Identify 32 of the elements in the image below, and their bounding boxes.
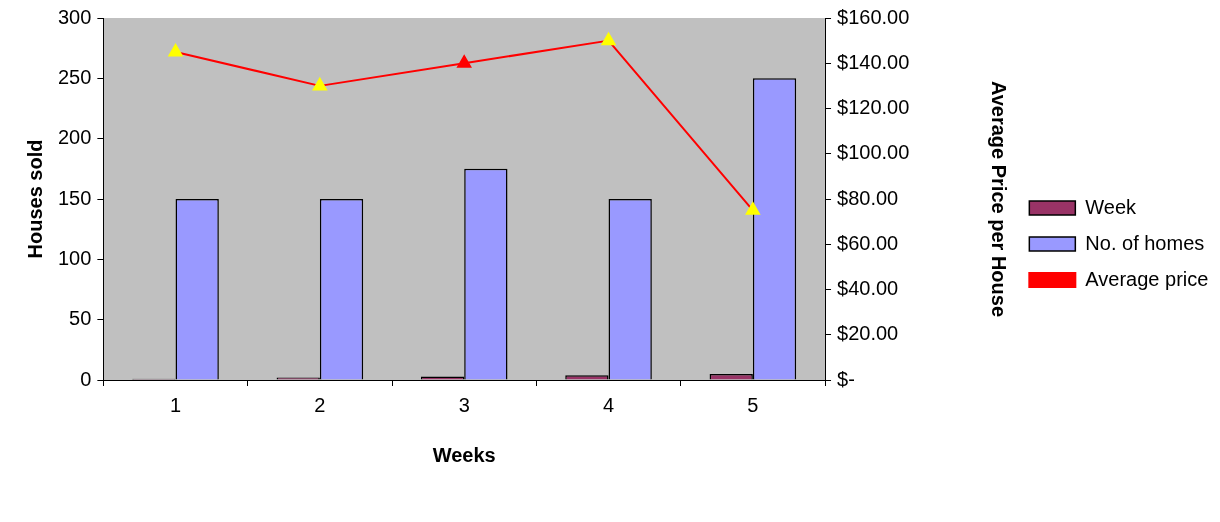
y2-tick-label: $40.00 [837, 277, 899, 300]
point [457, 55, 472, 68]
y2-tick-label: $- [837, 367, 855, 390]
point [601, 32, 616, 46]
point [312, 77, 327, 91]
y-tick-label: 250 [57, 65, 92, 88]
x-tick-label: 2 [314, 393, 326, 416]
y2-tick-label: $60.00 [837, 231, 899, 254]
point [168, 43, 183, 57]
y2-axis-title: Average Price per House [987, 80, 1010, 318]
y-tick-label: 200 [57, 126, 92, 149]
y-tick-label: 150 [57, 186, 92, 209]
x-tick-label: 5 [747, 393, 759, 416]
y-tick-label: 300 [57, 5, 92, 28]
legend-label: Average price [1085, 267, 1209, 290]
x-tick-label: 3 [458, 393, 470, 416]
point [745, 202, 760, 215]
legend-label: Week [1085, 195, 1138, 218]
y-tick-label: 0 [80, 367, 92, 390]
x-axis-title: Weeks [432, 443, 496, 466]
legend-label: No. of homes [1085, 231, 1205, 254]
y2-tick-label: $80.00 [837, 186, 899, 209]
x-tick-label: 1 [169, 393, 182, 416]
x-tick-label: 4 [602, 393, 615, 416]
y-tick-label: 50 [69, 307, 92, 330]
y2-tick-label: $160.00 [837, 5, 910, 28]
y2-tick-label: $140.00 [837, 50, 910, 73]
y2-tick-label: $120.00 [837, 96, 910, 119]
y2-tick-label: $20.00 [837, 322, 899, 345]
y-tick-label: 100 [57, 246, 92, 269]
y2-tick-label: $100.00 [837, 141, 910, 164]
y-axis-title: Houses sold [23, 139, 46, 259]
